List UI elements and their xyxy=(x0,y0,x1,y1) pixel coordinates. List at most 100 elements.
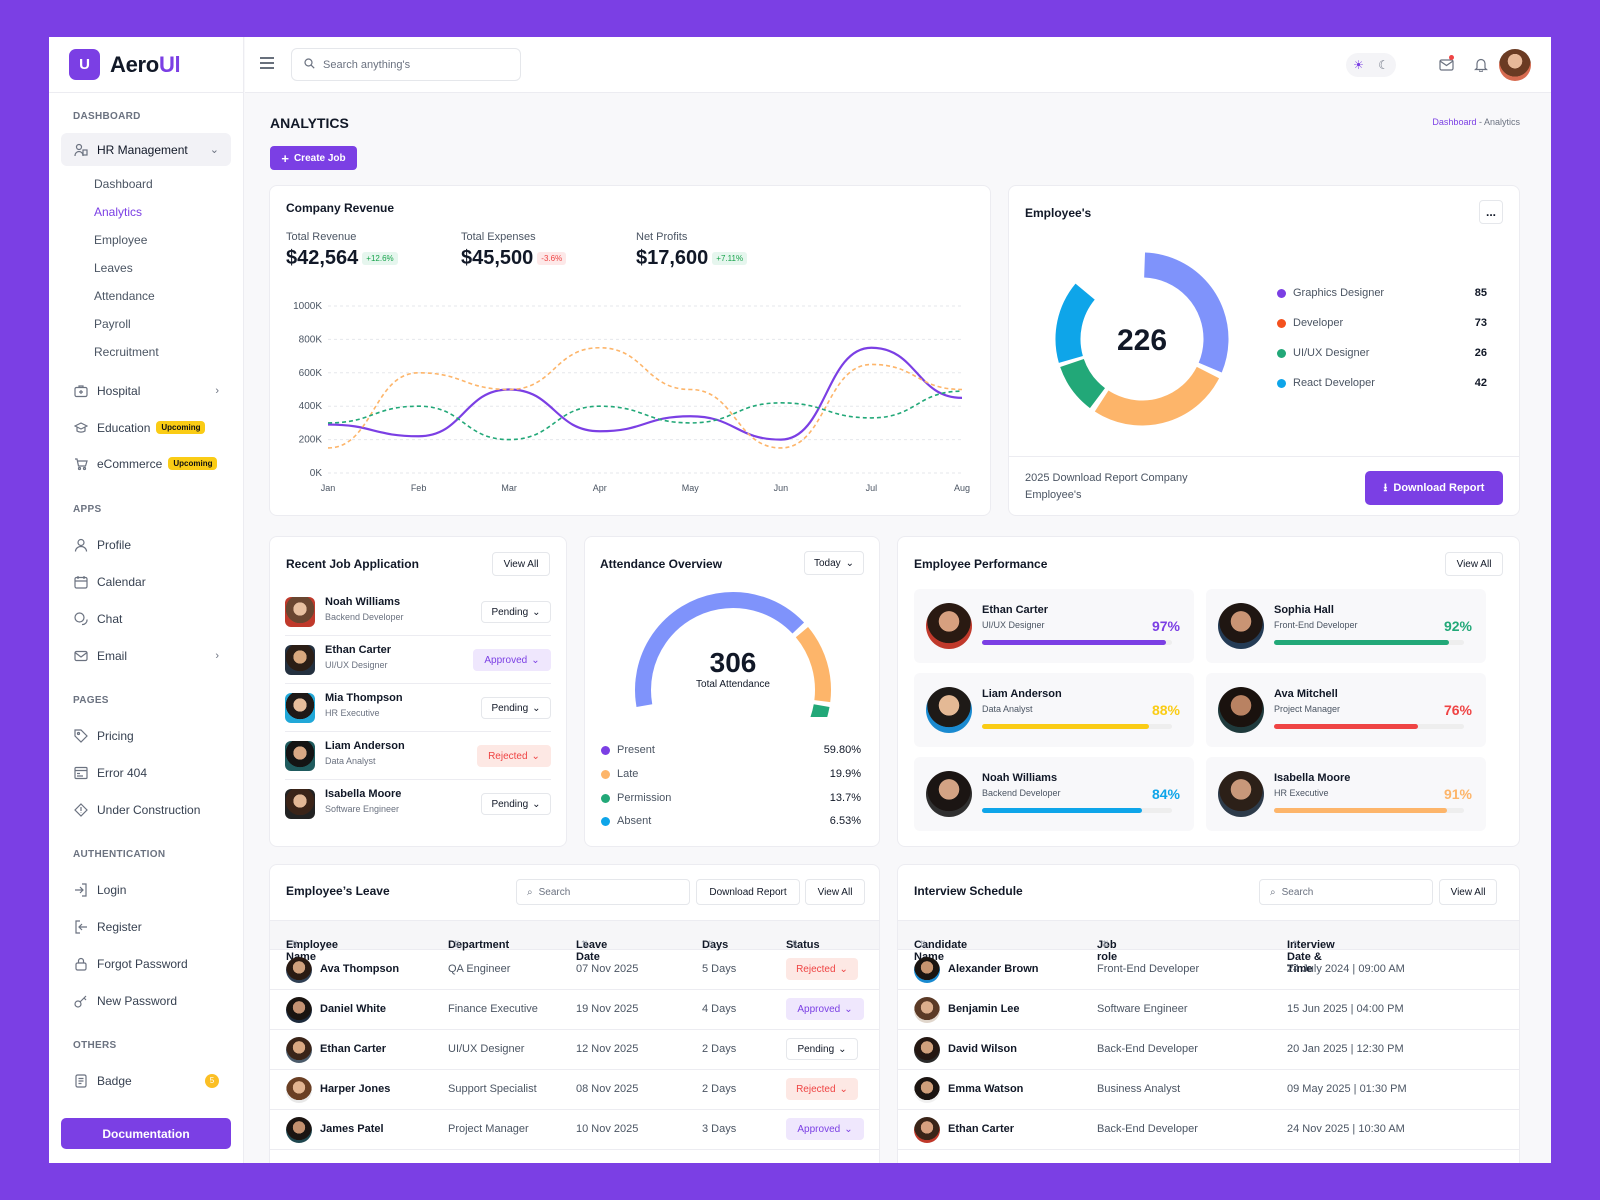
search-placeholder: Search anything's xyxy=(323,58,411,71)
sidebar-item-login[interactable]: Login xyxy=(61,873,231,906)
leave-search-input[interactable]: ⌕ Search xyxy=(516,879,690,905)
menu-icon[interactable] xyxy=(260,57,274,69)
more-options-button[interactable]: ... xyxy=(1479,200,1503,224)
table-row[interactable]: Ethan Carter Back-End Developer 24 Nov 202… xyxy=(898,1110,1519,1150)
sidebar-sub-dashboard[interactable]: Dashboard xyxy=(94,177,153,191)
status-dropdown[interactable]: Pending ⌄ xyxy=(481,601,551,623)
performance-item[interactable]: Ethan Carter UI/UX Designer 97% xyxy=(914,589,1194,663)
status-dropdown[interactable]: Pending ⌄ xyxy=(786,1038,858,1060)
sidebar-sub-attendance[interactable]: Attendance xyxy=(94,289,155,303)
performance-percent: 92% xyxy=(1443,618,1472,634)
sidebar-sub-leaves[interactable]: Leaves xyxy=(94,261,133,275)
status-dropdown[interactable]: Rejected ⌄ xyxy=(477,745,551,767)
brand[interactable]: U AeroUl xyxy=(49,37,243,93)
documentation-button[interactable]: Documentation xyxy=(61,1118,231,1149)
job-application-row[interactable]: Noah Williams Backend Developer Pending ⌄ xyxy=(285,589,551,636)
sidebar-item-education[interactable]: Education Upcoming xyxy=(61,411,231,444)
sidebar-item-error-404[interactable]: Error 404 xyxy=(61,756,231,789)
table-row[interactable]: Harper Jones Support Specialist 08 Nov 202… xyxy=(270,1070,879,1110)
status-dropdown[interactable]: Rejected ⌄ xyxy=(786,1078,858,1100)
sort-icon: ⇅ xyxy=(291,939,299,949)
sidebar-sub-recruitment[interactable]: Recruitment xyxy=(94,345,159,359)
chat-icon xyxy=(73,611,88,626)
view-all-button[interactable]: View All xyxy=(1445,552,1503,576)
x-tick-label: Apr xyxy=(593,483,607,493)
progress-track xyxy=(982,640,1172,645)
job-application-row[interactable]: Ethan Carter UI/UX Designer Approved ⌄ xyxy=(285,637,551,684)
sidebar-item-ecommerce[interactable]: eCommerce Upcoming xyxy=(61,447,231,480)
progress-fill xyxy=(982,724,1150,729)
legend-label: React Developer xyxy=(1293,377,1375,389)
download-report-button[interactable]: Download Report xyxy=(696,879,800,905)
performance-item[interactable]: Ava Mitchell Project Manager 76% xyxy=(1206,673,1486,747)
y-tick-label: 200K xyxy=(299,435,323,446)
sidebar-item-under-construction[interactable]: Under Construction xyxy=(61,793,231,826)
sun-icon[interactable]: ☀ xyxy=(1353,58,1364,72)
moon-icon[interactable]: ☾ xyxy=(1378,58,1389,72)
performance-item[interactable]: Isabella Moore HR Executive 91% xyxy=(1206,757,1486,831)
interview-search-input[interactable]: ⌕ Search xyxy=(1259,879,1433,905)
avatar xyxy=(285,597,315,627)
status-dropdown[interactable]: Approved ⌄ xyxy=(786,998,864,1020)
mail-icon[interactable] xyxy=(1437,55,1455,73)
create-job-button[interactable]: + Create Job xyxy=(270,146,357,170)
leave-days: 3 Days xyxy=(702,1123,737,1135)
sidebar-item-register[interactable]: Register xyxy=(61,910,231,943)
candidate-name: Ethan Carter xyxy=(948,1123,1015,1135)
sidebar-item-new-password[interactable]: New Password xyxy=(61,984,231,1017)
job-application-row[interactable]: Liam Anderson Data Analyst Rejected ⌄ xyxy=(285,733,551,780)
table-row[interactable]: Benjamin Lee Software Engineer 15 Jun 2025… xyxy=(898,990,1519,1030)
job-application-row[interactable]: Mia Thompson HR Executive Pending ⌄ xyxy=(285,685,551,732)
theme-toggle[interactable]: ☀ ☾ xyxy=(1346,53,1396,77)
search-input[interactable]: Search anything's xyxy=(291,48,521,81)
sidebar-item-profile[interactable]: Profile xyxy=(61,528,231,561)
performance-item[interactable]: Noah Williams Backend Developer 84% xyxy=(914,757,1194,831)
table-row[interactable]: Alexander Brown Front-End Developer 24 Jul… xyxy=(898,950,1519,990)
job-application-row[interactable]: Isabella Moore Software Engineer Pending… xyxy=(285,781,551,828)
status-dropdown[interactable]: Approved ⌄ xyxy=(786,1118,864,1140)
sidebar-item-forgot-password[interactable]: Forgot Password xyxy=(61,947,231,980)
sidebar-item-calendar[interactable]: Calendar xyxy=(61,565,231,598)
sidebar-item-pricing[interactable]: Pricing xyxy=(61,719,231,752)
table-row[interactable]: Ava Thompson QA Engineer 07 Nov 2025 5 Days… xyxy=(270,950,879,990)
progress-fill xyxy=(1274,724,1419,729)
sidebar-item-hospital[interactable]: Hospital › xyxy=(61,374,231,407)
table-row[interactable]: Emma Watson Business Analyst 09 May 2025 |… xyxy=(898,1070,1519,1110)
table-row[interactable]: Daniel White Finance Executive 19 Nov 2025… xyxy=(270,990,879,1030)
view-all-button[interactable]: View All xyxy=(1439,879,1497,905)
status-dropdown[interactable]: Rejected ⌄ xyxy=(786,958,858,980)
sidebar-sub-payroll[interactable]: Payroll xyxy=(94,317,131,331)
bell-icon[interactable] xyxy=(1472,55,1490,73)
sidebar-item-email[interactable]: Email › xyxy=(61,639,231,672)
attendance-row: Absent 6.53% xyxy=(601,811,861,831)
applicant-name: Mia Thompson xyxy=(325,692,403,704)
breadcrumb-link[interactable]: Dashboard xyxy=(1432,117,1477,127)
status-dropdown[interactable]: Pending ⌄ xyxy=(481,697,551,719)
candidate-name: Alexander Brown xyxy=(948,963,1039,975)
attendance-row: Present 59.80% xyxy=(601,740,861,760)
table-row[interactable]: James Patel Project Manager 10 Nov 2025 3 D… xyxy=(270,1110,879,1150)
sidebar-item-chat[interactable]: Chat xyxy=(61,602,231,635)
view-all-button[interactable]: View All xyxy=(805,879,865,905)
performance-item[interactable]: Liam Anderson Data Analyst 88% xyxy=(914,673,1194,747)
candidate-name: Benjamin Lee xyxy=(948,1003,1020,1015)
user-avatar[interactable] xyxy=(1499,49,1531,81)
sidebar-item-badge[interactable]: Badge 5 xyxy=(61,1064,231,1097)
legend-item: Graphics Designer 85 xyxy=(1277,283,1487,303)
interview-datetime: 09 May 2025 | 01:30 PM xyxy=(1287,1083,1407,1095)
sidebar-sub-analytics[interactable]: Analytics xyxy=(94,205,143,219)
stat-total-expenses: Total Expenses $45,500 -3.6% xyxy=(461,231,567,270)
sidebar-sub-employee[interactable]: Employee xyxy=(94,233,148,247)
table-row[interactable]: David Wilson Back-End Developer 20 Jan 202… xyxy=(898,1030,1519,1070)
download-report-button[interactable]: ⭳ Download Report xyxy=(1365,471,1503,505)
performance-item[interactable]: Sophia Hall Front-End Developer 92% xyxy=(1206,589,1486,663)
card-title: Interview Schedule xyxy=(914,884,1023,898)
table-row[interactable]: Ethan Carter UI/UX Designer 12 Nov 2025 2 D… xyxy=(270,1030,879,1070)
interview-datetime: 24 July 2024 | 09:00 AM xyxy=(1287,963,1405,975)
sidebar-item-hr-management[interactable]: HR Management ⌄ xyxy=(61,133,231,166)
status-dropdown[interactable]: Approved ⌄ xyxy=(473,649,551,671)
period-dropdown[interactable]: Today ⌄ xyxy=(804,551,864,575)
status-dropdown[interactable]: Pending ⌄ xyxy=(481,793,551,815)
breadcrumb: Dashboard - Analytics xyxy=(1432,117,1520,127)
view-all-button[interactable]: View All xyxy=(492,552,550,576)
